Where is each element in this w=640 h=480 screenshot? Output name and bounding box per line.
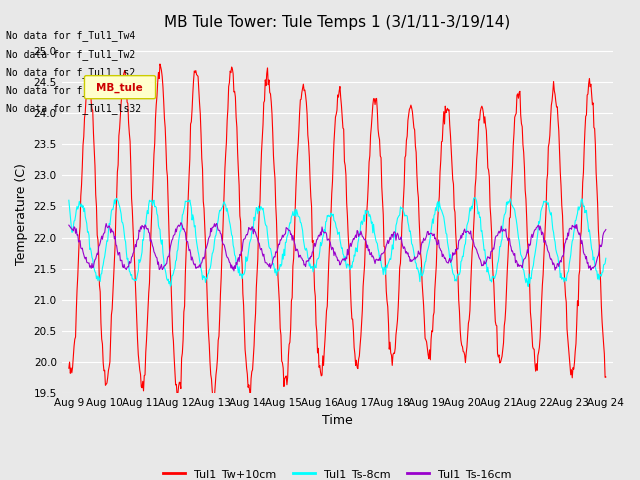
Text: No data for f_Tul1_Tw2: No data for f_Tul1_Tw2 [6, 49, 136, 60]
Text: No data for f_Tul1_ls2: No data for f_Tul1_ls2 [6, 67, 136, 78]
X-axis label: Time: Time [322, 414, 353, 427]
Legend: Tul1_Tw+10cm, Tul1_Ts-8cm, Tul1_Ts-16cm: Tul1_Tw+10cm, Tul1_Ts-8cm, Tul1_Ts-16cm [158, 465, 516, 480]
Text: No data for f_uMB_tule: No data for f_uMB_tule [6, 85, 136, 96]
Text: MB_tule: MB_tule [96, 83, 143, 93]
Text: No data for f_Tul1_Tw4: No data for f_Tul1_Tw4 [6, 31, 136, 41]
Y-axis label: Temperature (C): Temperature (C) [15, 163, 28, 265]
Text: No data for f_Tul1_ls32: No data for f_Tul1_ls32 [6, 104, 141, 114]
Title: MB Tule Tower: Tule Temps 1 (3/1/11-3/19/14): MB Tule Tower: Tule Temps 1 (3/1/11-3/19… [164, 15, 511, 30]
